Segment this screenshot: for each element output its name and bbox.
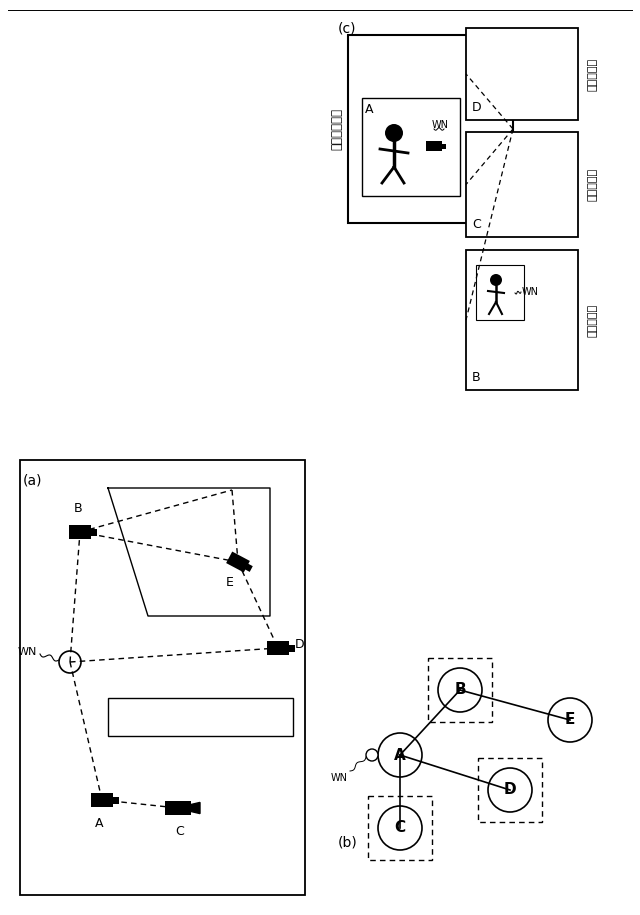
Circle shape: [548, 698, 592, 742]
Text: C: C: [472, 218, 481, 231]
Bar: [368, 796, 432, 860]
Text: D: D: [295, 638, 305, 651]
Bar: [69, 525, 91, 539]
Circle shape: [490, 274, 502, 286]
Circle shape: [488, 768, 532, 812]
Text: B: B: [472, 371, 481, 384]
Text: WN: WN: [331, 773, 348, 783]
Text: C: C: [394, 821, 406, 835]
Text: サブモニタ: サブモニタ: [588, 304, 598, 337]
Text: A: A: [365, 103, 374, 116]
Bar: [466, 28, 578, 120]
Bar: [466, 132, 578, 237]
Text: (a): (a): [23, 474, 42, 488]
Text: E: E: [226, 576, 234, 589]
Bar: [90, 529, 97, 535]
Bar: [428, 658, 492, 722]
Text: A: A: [394, 748, 406, 762]
Text: WN: WN: [431, 120, 449, 130]
Bar: [476, 265, 524, 320]
Bar: [226, 552, 250, 573]
Text: C: C: [175, 825, 184, 838]
Text: D: D: [472, 101, 482, 114]
Text: (c): (c): [338, 22, 356, 36]
Bar: [20, 460, 305, 895]
Bar: [478, 758, 542, 822]
Circle shape: [366, 749, 378, 761]
Bar: [267, 641, 289, 655]
Bar: [288, 644, 294, 651]
Bar: [91, 793, 113, 807]
Text: E: E: [565, 713, 575, 727]
Bar: [244, 564, 253, 572]
Circle shape: [378, 733, 422, 777]
Text: (b): (b): [338, 835, 358, 849]
Circle shape: [378, 806, 422, 850]
Text: B: B: [74, 502, 83, 515]
Polygon shape: [191, 802, 200, 813]
Bar: [426, 141, 442, 151]
Circle shape: [385, 124, 403, 142]
Text: サブモニタ: サブモニタ: [588, 168, 598, 201]
Text: サブモニタ: サブモニタ: [588, 58, 598, 91]
Bar: [165, 801, 191, 815]
Text: WN: WN: [522, 287, 539, 297]
Text: D: D: [504, 782, 516, 798]
Text: メインモニタ: メインモニタ: [330, 108, 343, 150]
Text: A: A: [95, 817, 103, 830]
Bar: [466, 250, 578, 390]
Text: WN: WN: [18, 647, 37, 657]
Circle shape: [59, 651, 81, 673]
Bar: [441, 144, 446, 148]
Circle shape: [438, 668, 482, 712]
Bar: [108, 698, 293, 736]
Bar: [112, 796, 118, 803]
Text: B: B: [454, 683, 466, 697]
Bar: [348, 35, 513, 223]
Bar: [362, 98, 460, 196]
